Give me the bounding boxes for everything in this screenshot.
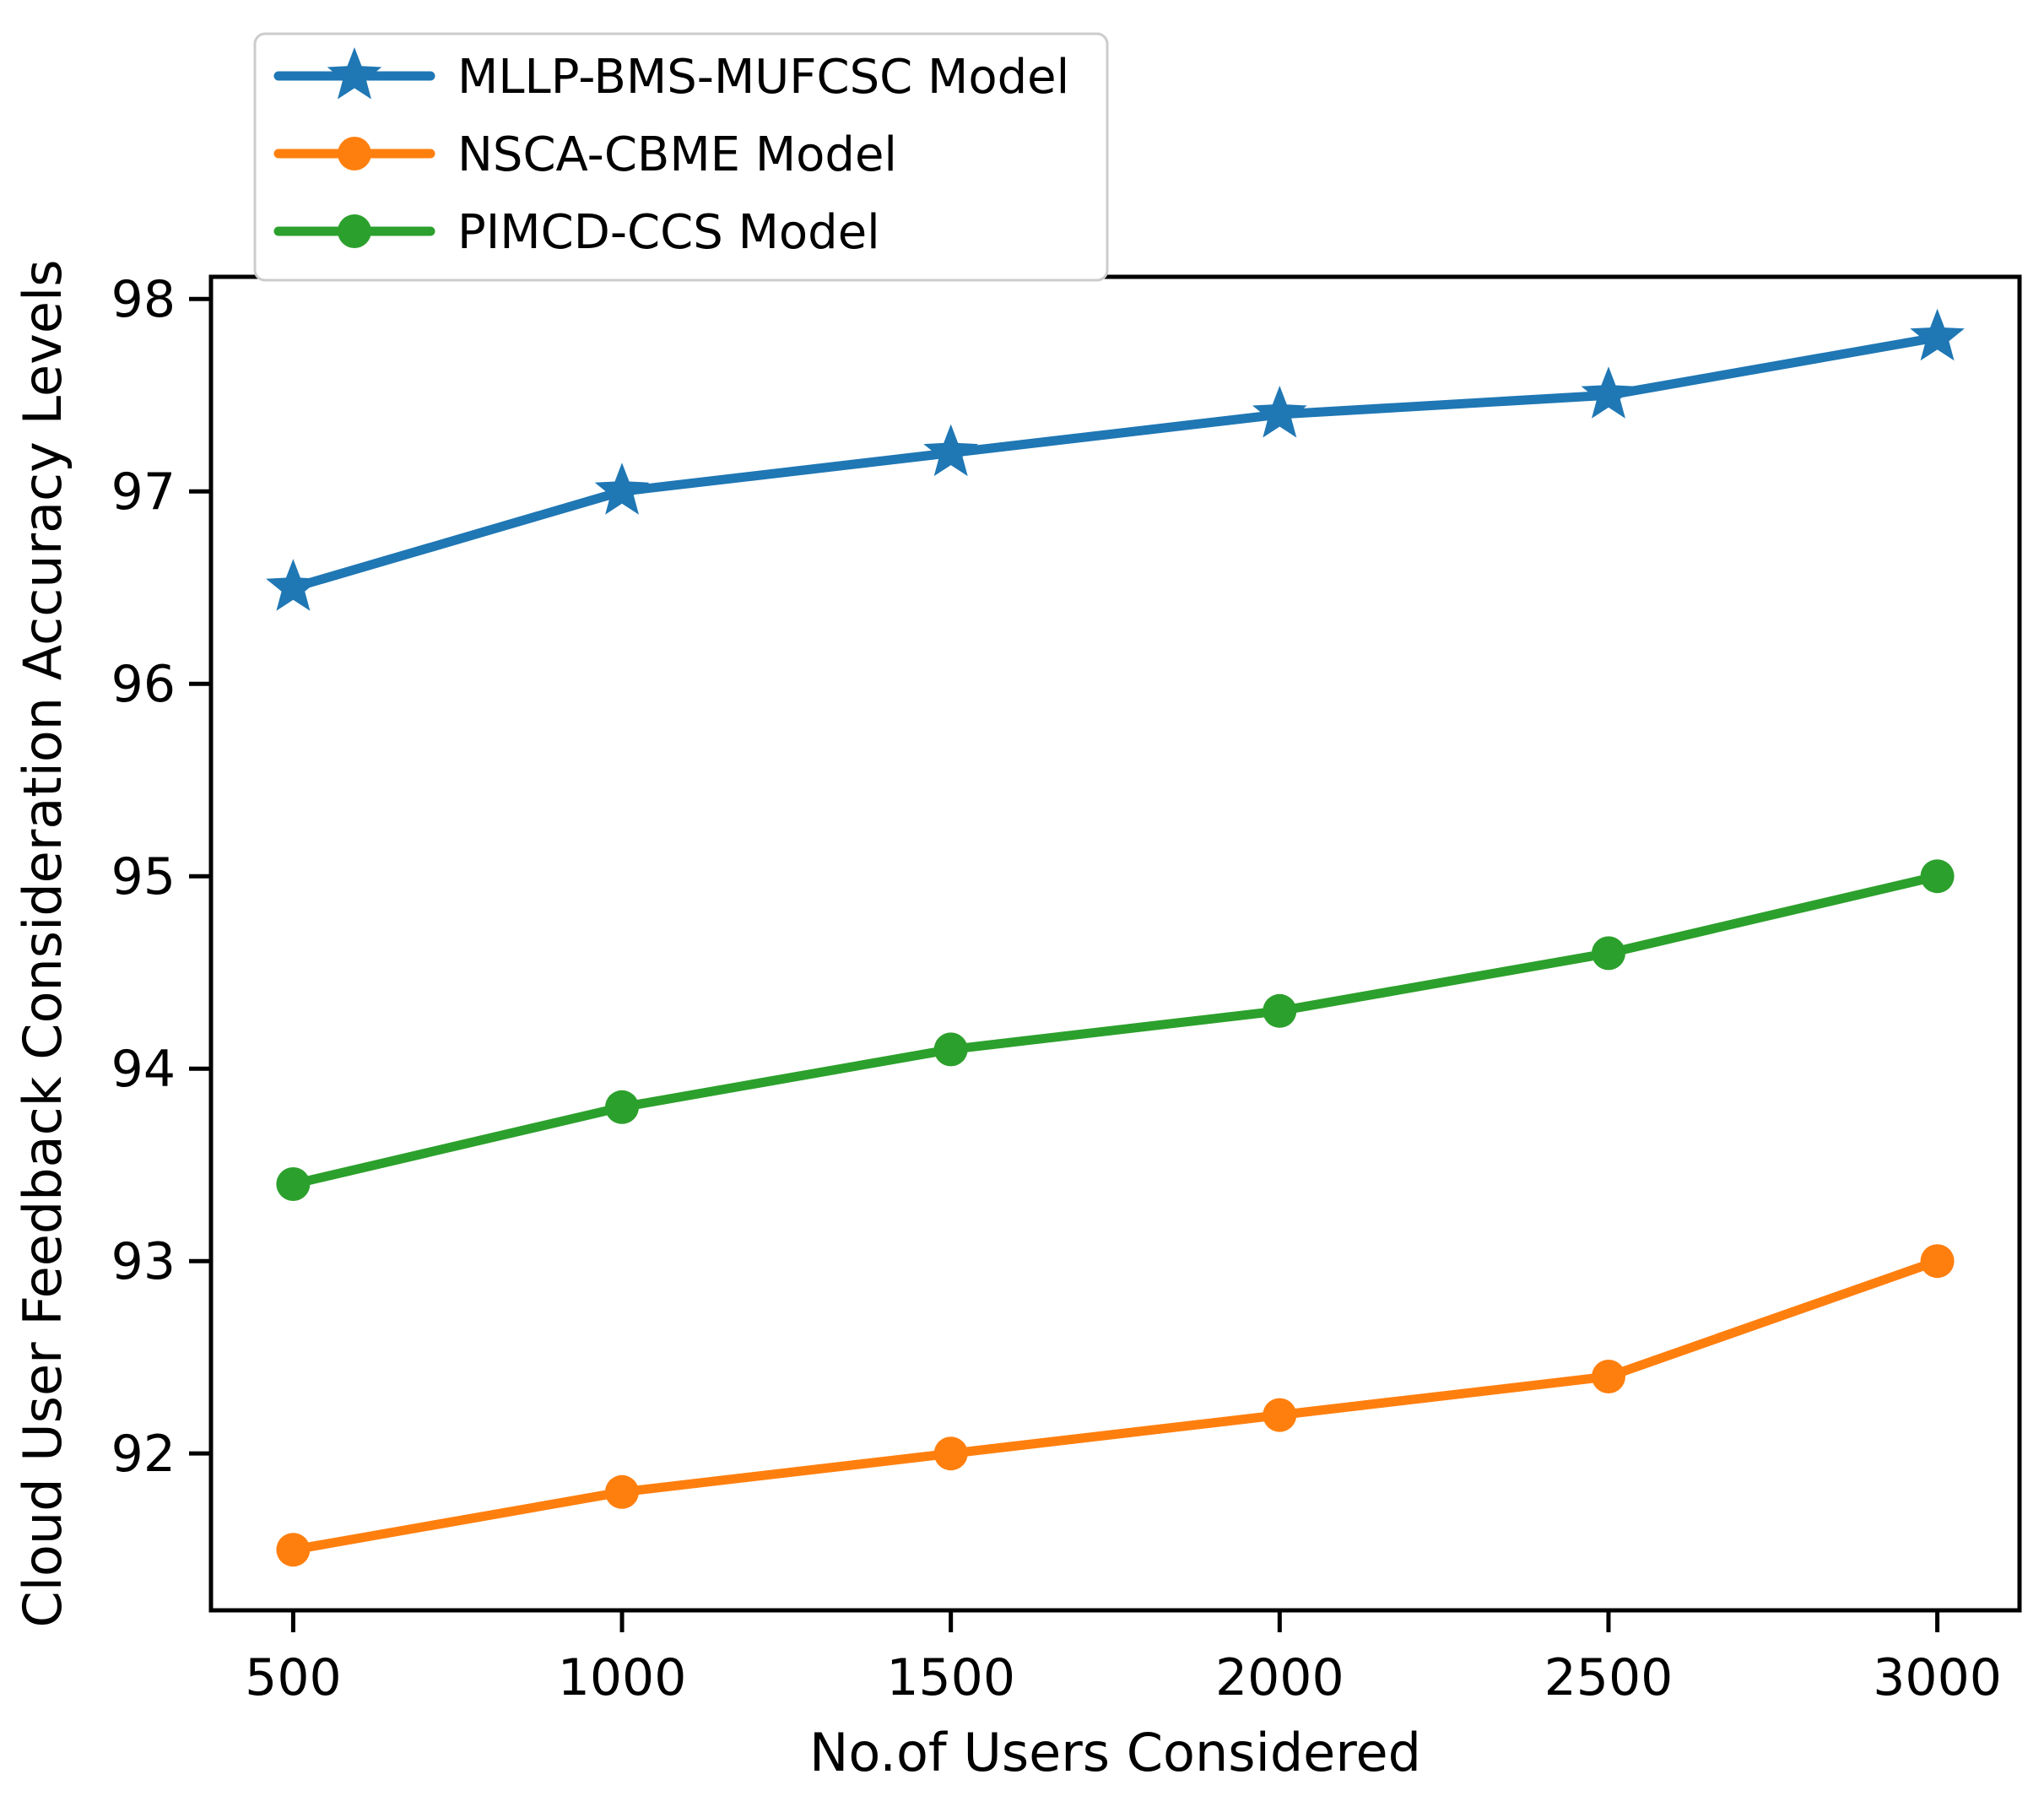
- legend: MLLP-BMS-MUFCSC Model NSCA-CBME Model PIMC…: [253, 32, 1109, 282]
- data-point-marker-circle: [276, 1533, 311, 1567]
- legend-entry-0: MLLP-BMS-MUFCSC Model: [273, 47, 1069, 105]
- x-axis-tick-label: 500: [245, 1648, 342, 1707]
- x-axis-label: No.of Users Considered: [809, 1722, 1421, 1783]
- series-group: [266, 308, 1965, 1567]
- data-point-marker-star: [594, 463, 650, 515]
- y-axis-tick-label: 97: [111, 463, 176, 522]
- legend-entry-2: PIMCD-CCS Model: [273, 205, 880, 260]
- legend-label: PIMCD-CCS Model: [457, 205, 880, 260]
- data-point-marker-star: [266, 559, 321, 611]
- data-point-marker-circle: [1920, 859, 1955, 894]
- x-axis: 500 1000 1500 2000 2500 3000: [245, 1610, 2002, 1707]
- series-1: [276, 1244, 1955, 1567]
- y-axis-tick-label: 95: [111, 847, 176, 906]
- data-point-marker-circle: [1263, 1398, 1297, 1432]
- series-0: [266, 308, 1965, 611]
- data-point-marker-star: [923, 424, 978, 477]
- x-axis-tick-label: 3000: [1873, 1648, 2002, 1707]
- series-2: [276, 859, 1955, 1201]
- y-axis: 92 93 94 95 96 97 98: [111, 270, 211, 1484]
- legend-label: MLLP-BMS-MUFCSC Model: [457, 50, 1069, 105]
- plot-border: [208, 274, 2022, 1613]
- legend-swatch-circle-icon: [338, 137, 371, 170]
- series-line: [288, 1256, 1943, 1555]
- x-axis-tick-label: 2500: [1544, 1648, 1674, 1707]
- data-point-marker-circle: [933, 1032, 968, 1067]
- legend-entry-1: NSCA-CBME Model: [273, 127, 897, 182]
- y-axis-tick-label: 98: [111, 270, 176, 329]
- data-point-marker-circle: [1263, 993, 1297, 1028]
- legend-swatch-circle-icon: [338, 214, 371, 248]
- data-point-marker-circle: [1592, 936, 1625, 971]
- legend-label: NSCA-CBME Model: [457, 127, 897, 182]
- series-line: [288, 871, 1943, 1189]
- y-axis-tick-label: 94: [111, 1040, 176, 1099]
- y-axis-tick-label: 96: [111, 655, 176, 714]
- x-axis-tick-label: 1500: [886, 1648, 1015, 1707]
- x-axis-tick-label: 1000: [558, 1648, 687, 1707]
- data-point-marker-star: [1252, 386, 1307, 438]
- y-axis-label: Cloud User Feedback Consideration Accura…: [12, 259, 73, 1627]
- data-point-marker-star: [1910, 308, 1965, 361]
- data-point-marker-circle: [605, 1474, 639, 1509]
- legend-box: [253, 32, 1109, 282]
- legend-swatch-star-icon: [327, 47, 382, 100]
- y-axis-tick-label: 92: [111, 1425, 176, 1484]
- data-point-marker-circle: [605, 1090, 639, 1124]
- y-axis-tick-label: 93: [111, 1232, 176, 1291]
- data-point-marker-circle: [276, 1167, 311, 1201]
- data-point-marker-circle: [933, 1436, 968, 1471]
- series-line: [288, 333, 1943, 592]
- data-point-marker-circle: [1920, 1244, 1955, 1279]
- data-point-marker-circle: [1592, 1360, 1625, 1393]
- data-point-marker-star: [1581, 366, 1636, 419]
- x-axis-tick-label: 2000: [1215, 1648, 1344, 1707]
